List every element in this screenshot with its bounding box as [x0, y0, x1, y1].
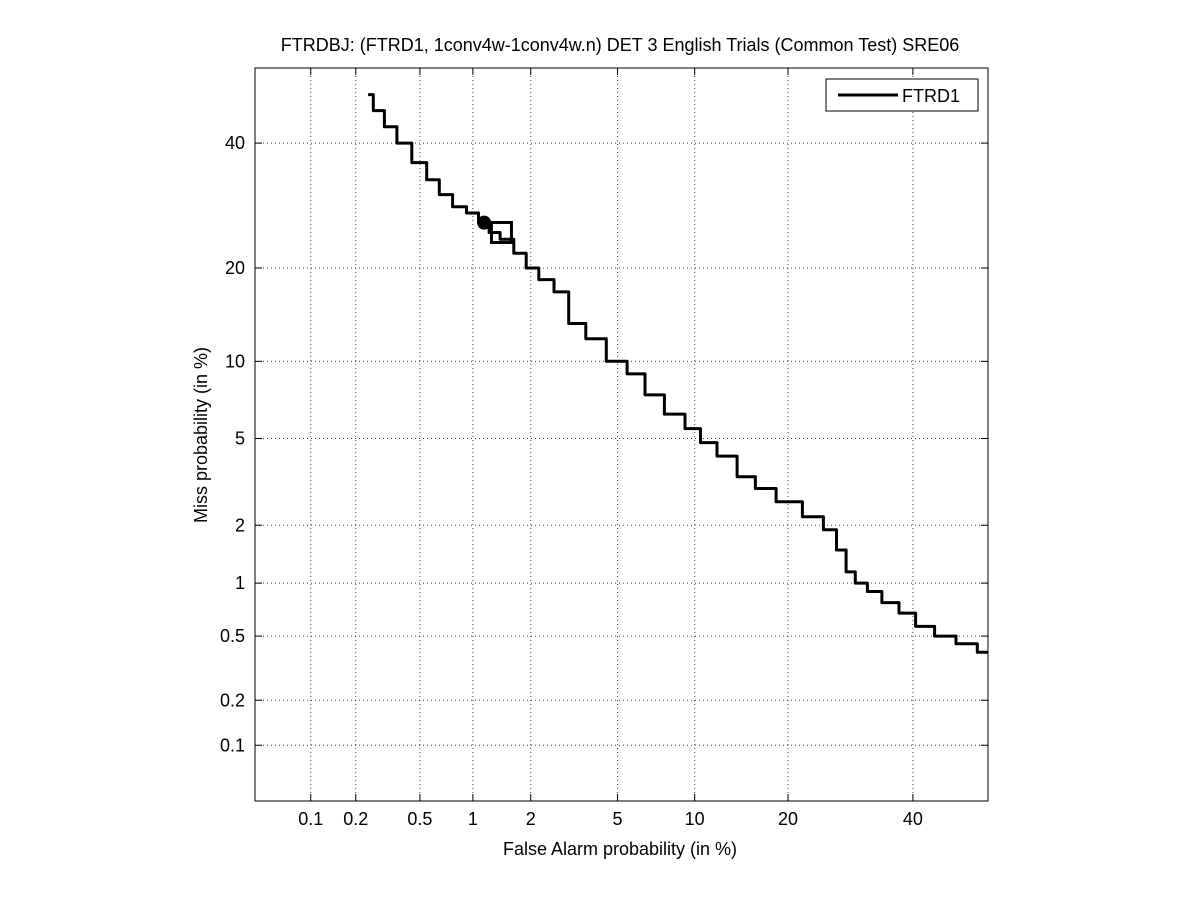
legend: FTRD1: [825, 78, 979, 112]
x-tick-label: 0.1: [298, 809, 323, 829]
series-line-ftrd1: [368, 93, 988, 654]
series-layer: [368, 93, 988, 654]
legend-label-ftrd1: FTRD1: [902, 86, 960, 106]
y-tick-label: 5: [235, 428, 245, 448]
x-tick-label: 20: [778, 809, 798, 829]
x-tick-label: 40: [903, 809, 923, 829]
actual-dcf-marker: [489, 220, 513, 244]
y-tick-label: 1: [235, 573, 245, 593]
x-tick-label: 1: [468, 809, 478, 829]
y-tick-label: 10: [225, 351, 245, 371]
y-tick-label: 20: [225, 258, 245, 278]
grid-layer: [255, 68, 988, 801]
y-tick-label: 0.1: [220, 735, 245, 755]
y-ticks: 0.1 0.2 0.5 1 2 5 10 20 40: [220, 133, 988, 755]
y-tick-label: 40: [225, 133, 245, 153]
y-axis-label: Miss probability (in %): [191, 347, 211, 523]
x-tick-label: 10: [685, 809, 705, 829]
y-tick-label: 2: [235, 515, 245, 535]
y-tick-label: 0.2: [220, 690, 245, 710]
x-ticks: 0.1 0.2 0.5 1 2 5 10 20 40: [298, 68, 923, 829]
y-tick-label: 0.5: [220, 626, 245, 646]
min-dcf-marker: [477, 215, 492, 230]
x-tick-label: 2: [526, 809, 536, 829]
chart-title: FTRDBJ: (FTRD1, 1conv4w-1conv4w.n) DET 3…: [281, 35, 960, 55]
x-tick-label: 5: [613, 809, 623, 829]
plot-area-box: [254, 67, 989, 802]
x-axis-label: False Alarm probability (in %): [503, 839, 737, 859]
x-tick-label: 0.5: [407, 809, 432, 829]
x-tick-label: 0.2: [343, 809, 368, 829]
